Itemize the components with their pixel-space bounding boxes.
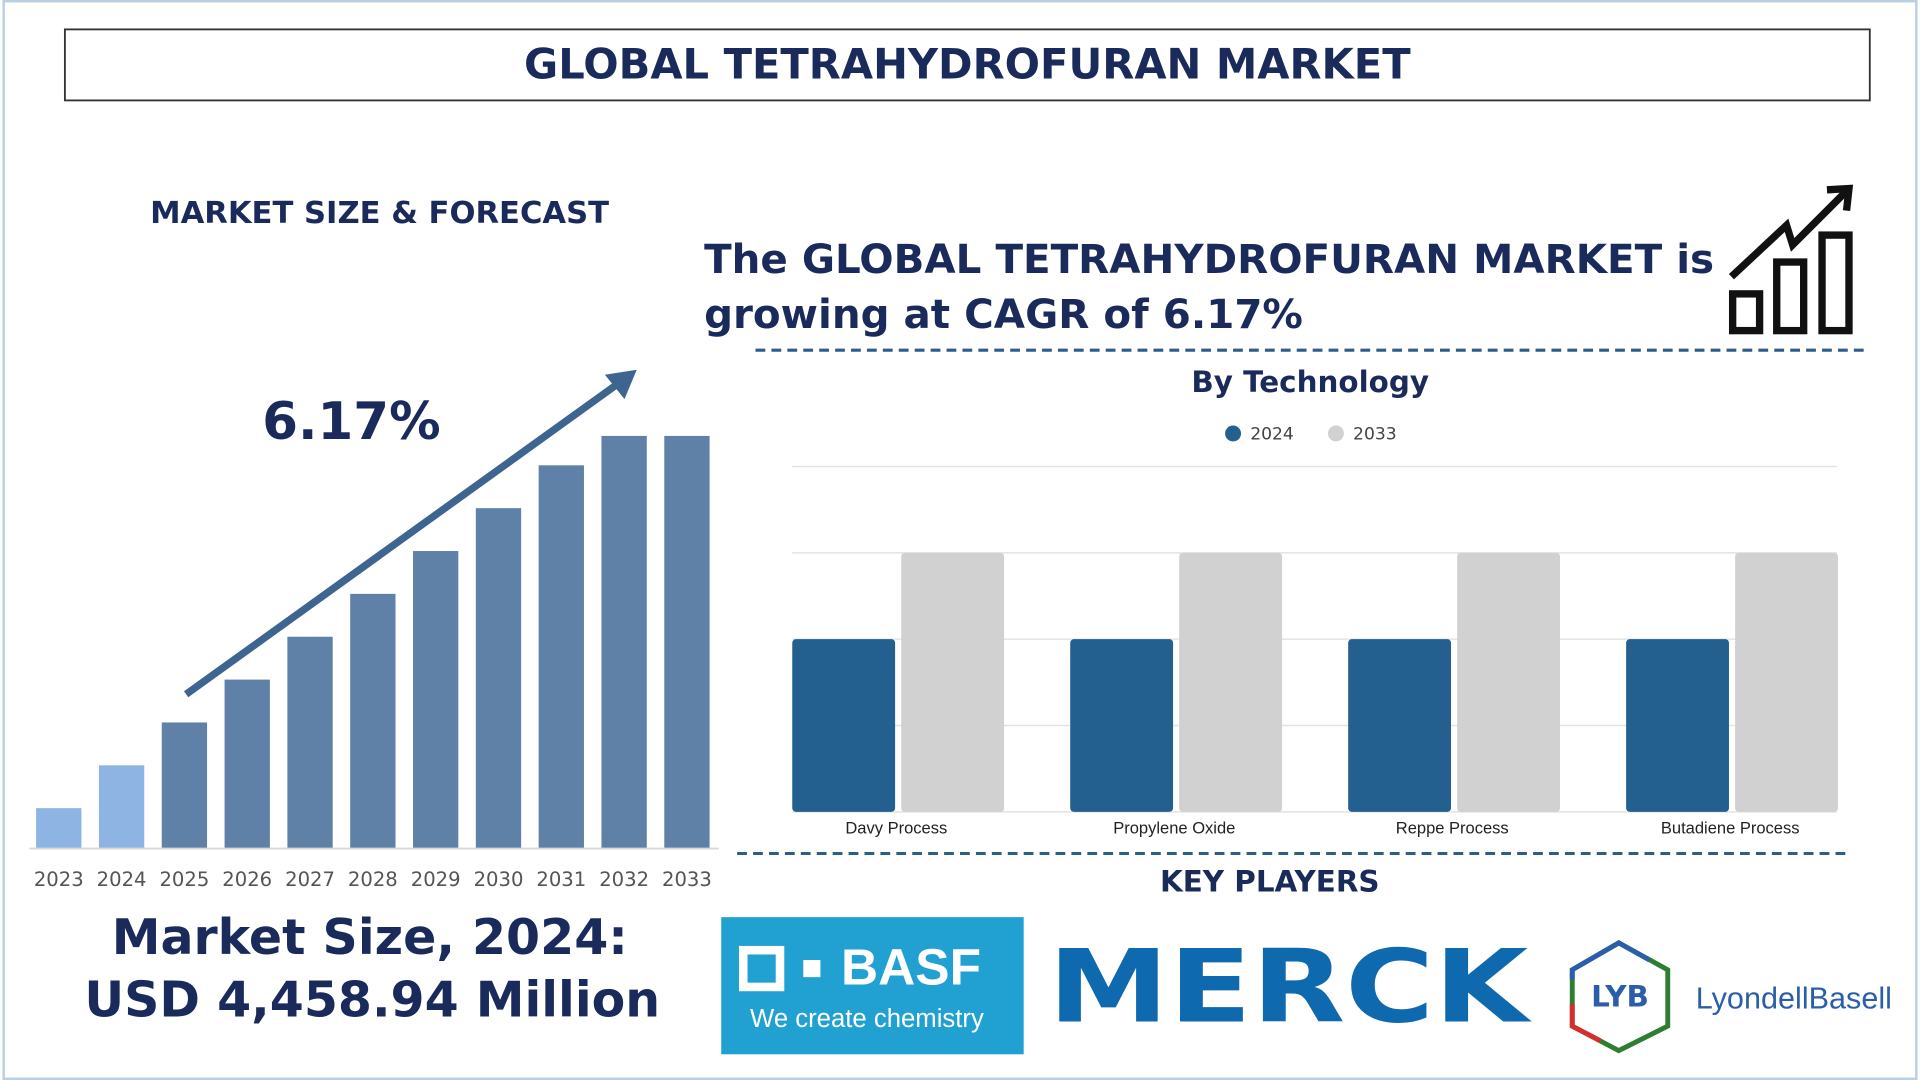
x-tick-label: 2026 [222, 868, 272, 891]
lyb-mark: LYB [1591, 979, 1649, 1013]
bar [664, 435, 710, 849]
x-tick-label: 2029 [411, 868, 461, 891]
basf-tagline: We create chemistry [750, 1005, 984, 1033]
market-size-value: USD 4,458.94 Million [84, 971, 660, 1028]
bar [1070, 639, 1174, 812]
growth-icon [1728, 184, 1854, 335]
headline: The GLOBAL TETRAHYDROFURAN MARKET is [704, 235, 1714, 283]
basf-icon [803, 960, 821, 978]
x-tick-label: 2024 [97, 868, 147, 891]
x-tick-label: 2032 [599, 868, 649, 891]
right-chart-title: By Technology [1191, 365, 1429, 399]
cagr-annotation: 6.17% [262, 392, 440, 452]
forecast-chart: 2023 2024 2025 2026 2027 2028 2029 2030 2031 2032… [29, 435, 719, 891]
x-tick-label: 2030 [474, 868, 524, 891]
left-chart-title: MARKET SIZE & FORECAST [150, 196, 609, 231]
headline: growing at CAGR of 6.17% [704, 290, 1303, 338]
x-tick-label: 2031 [536, 868, 586, 891]
bar [792, 639, 896, 812]
bar [1348, 639, 1452, 812]
lyb-hexagon [1569, 940, 1651, 980]
arrow-head [604, 369, 637, 400]
x-tick-label: 2023 [34, 868, 84, 891]
x-tick-label: Davy Process [845, 818, 947, 837]
bar [1179, 552, 1283, 812]
lyb-name: LyondellBasell [1696, 982, 1892, 1016]
bar [1457, 552, 1560, 812]
bar [287, 636, 333, 849]
trend-arrow [183, 377, 625, 698]
bar [1626, 639, 1729, 812]
bar [350, 593, 396, 849]
technology-chart: 2024 2033 Davy Process Propylene Oxide Reppe… [792, 425, 1838, 837]
legend-label: 2024 [1250, 425, 1294, 445]
legend-marker [1327, 425, 1344, 442]
bar [224, 679, 270, 849]
bar [901, 552, 1005, 812]
basf-icon [738, 945, 785, 992]
x-tick-label: 2033 [662, 868, 712, 891]
market-size-label: Market Size, 2024: [112, 909, 628, 966]
x-tick-label: 2025 [159, 868, 209, 891]
x-tick-label: Propylene Oxide [1113, 818, 1235, 837]
lyb-hexagon [1569, 1004, 1602, 1043]
key-players-title: KEY PLAYERS [1160, 864, 1380, 898]
bar [1735, 552, 1838, 812]
bar [601, 435, 647, 849]
legend-label: 2033 [1353, 425, 1397, 445]
title-box [63, 28, 1871, 102]
basf-name: BASF [841, 938, 981, 996]
bar [413, 551, 459, 849]
x-tick-label: 2027 [285, 868, 335, 891]
bar [538, 465, 584, 849]
bar [36, 808, 82, 849]
x-tick-label: Reppe Process [1396, 818, 1509, 837]
bar [161, 722, 208, 849]
page-title: GLOBAL TETRAHYDROFURAN MARKET [524, 39, 1411, 88]
x-tick-label: 2028 [348, 868, 398, 891]
merck-logo: MERCK [1048, 929, 1532, 1046]
bar [475, 508, 522, 849]
x-tick-label: Butadiene Process [1661, 818, 1800, 837]
legend-marker [1225, 425, 1242, 442]
bar [98, 765, 145, 849]
